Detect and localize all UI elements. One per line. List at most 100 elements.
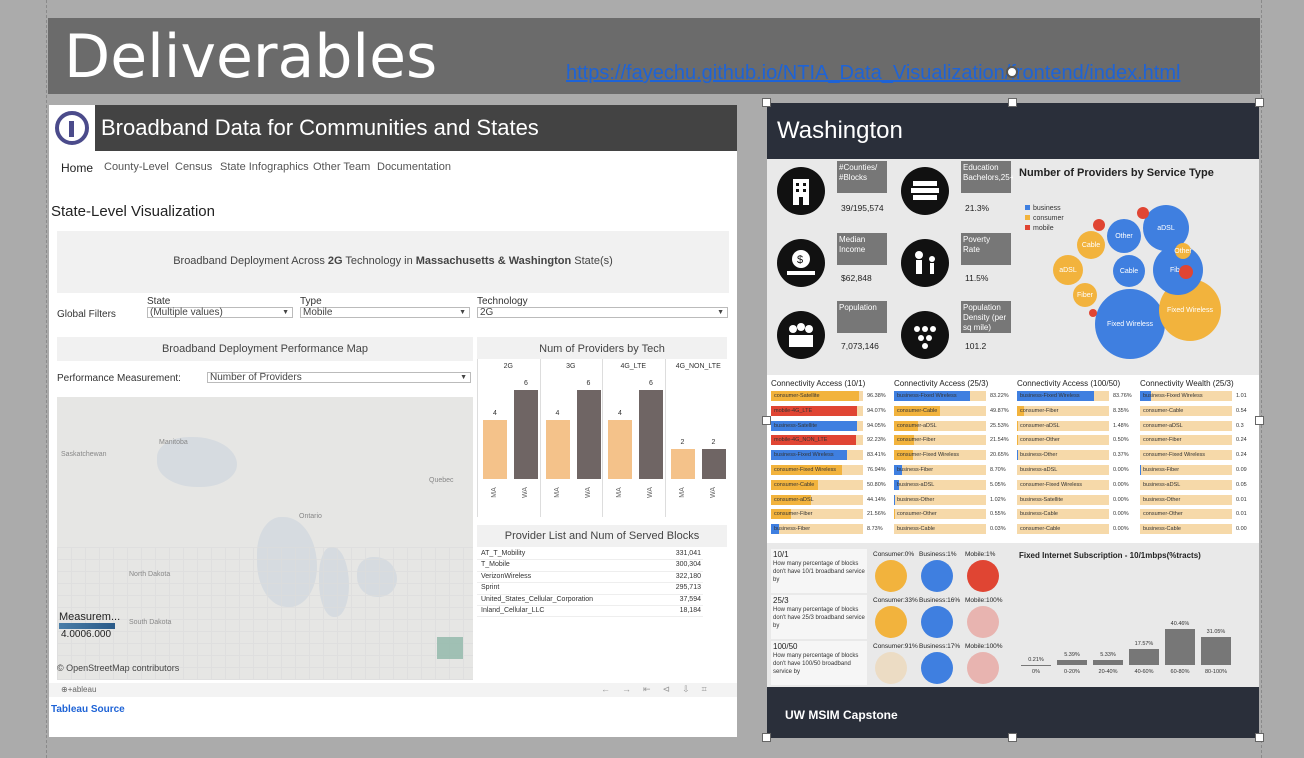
bubble-business-cable[interactable]: Cable xyxy=(1113,255,1145,287)
bubble-mobile-b[interactable] xyxy=(1137,207,1149,219)
connectivity-row[interactable]: consumer-Fiber 21.56% xyxy=(771,509,889,520)
nav-state-infographics[interactable]: State Infographics xyxy=(220,161,309,173)
connectivity-row[interactable]: mobile-4G_NON_LTE 92.23% xyxy=(771,435,889,446)
bar-4G_LTE-WA[interactable] xyxy=(639,389,663,479)
connectivity-row[interactable]: consumer-aDSL 0.3 xyxy=(1140,420,1258,431)
bubble-mobile-c[interactable] xyxy=(1179,265,1193,279)
connectivity-label: consumer-Cable xyxy=(897,407,938,414)
bubble-consumer-fiber[interactable]: Fiber xyxy=(1073,283,1097,307)
percentage-circle[interactable] xyxy=(921,652,953,684)
connectivity-row[interactable]: consumer-Cable 0.00% xyxy=(1017,524,1135,535)
connectivity-row[interactable]: consumer-Cable 50.80% xyxy=(771,479,889,490)
washington-infographic[interactable]: Washington $ #Counties/ #Blocks 39/195,5… xyxy=(767,103,1259,738)
bubble-business-fixed-wireless[interactable]: Fixed Wireless xyxy=(1095,289,1165,359)
connectivity-row[interactable]: business-Cable 0.03% xyxy=(894,524,1012,535)
connectivity-row[interactable]: consumer-Other 0.55% xyxy=(894,509,1012,520)
connectivity-row[interactable]: business-Cable 0.00% xyxy=(1017,509,1135,520)
bar-3G-WA[interactable] xyxy=(576,389,601,479)
connectivity-row[interactable]: consumer-Fixed Wireless 20.65% xyxy=(894,450,1012,461)
resize-handle-tl[interactable] xyxy=(762,98,771,107)
connectivity-row[interactable]: mobile-4G_LTE 94.07% xyxy=(771,405,889,416)
percentage-circle[interactable] xyxy=(921,560,953,592)
bar-4G_NON_LTE-MA[interactable] xyxy=(670,449,695,479)
resize-handle-l[interactable] xyxy=(762,416,771,425)
connectivity-row[interactable]: consumer-Fiber 0.24 xyxy=(1140,435,1258,446)
connectivity-row[interactable]: consumer-Satellite 96.38% xyxy=(771,391,889,401)
connectivity-row[interactable]: business-Other 1.02% xyxy=(894,494,1012,505)
connectivity-row[interactable]: business-Fixed Wireless 1.01 xyxy=(1140,391,1258,401)
building-icon xyxy=(777,167,825,215)
bubble-consumer-other[interactable]: Other xyxy=(1174,243,1192,259)
connectivity-row[interactable]: business-aDSL 0.00% xyxy=(1017,465,1135,475)
type-filter-select[interactable]: Mobile ▼ xyxy=(300,307,470,318)
bubble-business-other[interactable]: Other xyxy=(1107,219,1141,253)
subscription-bar[interactable] xyxy=(1057,660,1087,665)
connectivity-row[interactable]: business-Satellite 0.00% xyxy=(1017,494,1135,505)
connectivity-row[interactable]: business-Cable 0.00 xyxy=(1140,524,1258,535)
state-filter-select[interactable]: (Multiple values) ▼ xyxy=(147,307,293,318)
subscription-bar[interactable] xyxy=(1129,649,1159,665)
connectivity-row[interactable]: business-Fiber 0.09 xyxy=(1140,465,1258,475)
connectivity-row[interactable]: business-Satellite 94.05% xyxy=(771,420,889,431)
perf-measure-select[interactable]: Number of Providers ▼ xyxy=(207,372,471,383)
connectivity-row[interactable]: business-Fixed Wireless 83.41% xyxy=(771,450,889,461)
connectivity-row[interactable]: business-Fixed Wireless 83.22% xyxy=(894,391,1012,401)
nav-county-level[interactable]: County-Level xyxy=(104,161,169,173)
percentage-circle[interactable] xyxy=(921,606,953,638)
connectivity-row[interactable]: consumer-aDSL 1.48% xyxy=(1017,420,1135,431)
connectivity-row[interactable]: business-aDSL 0.05 xyxy=(1140,479,1258,490)
subscription-bar[interactable] xyxy=(1165,629,1195,665)
connectivity-row[interactable]: consumer-Other 0.50% xyxy=(1017,435,1135,446)
nav-home[interactable]: Home xyxy=(61,161,94,175)
connectivity-row[interactable]: consumer-Fixed Wireless 0.00% xyxy=(1017,479,1135,490)
percentage-circle[interactable] xyxy=(875,606,907,638)
resize-handle-bl[interactable] xyxy=(762,733,771,742)
rotate-handle-icon[interactable] xyxy=(1006,66,1018,78)
project-url-link[interactable]: https://fayechu.github.io/NTIA_Data_Visu… xyxy=(566,62,1181,84)
percentage-circle[interactable] xyxy=(875,560,907,592)
percentage-circle[interactable] xyxy=(967,560,999,592)
nav-documentation[interactable]: Documentation xyxy=(377,161,451,173)
bar-2G-MA[interactable] xyxy=(483,419,507,479)
tableau-toolbar-icons[interactable]: ←→⇤⊲⇩⌗ xyxy=(601,684,719,694)
bubble-mobile-a[interactable] xyxy=(1093,219,1105,231)
percentage-circle[interactable] xyxy=(967,652,999,684)
bubble-mobile-d[interactable] xyxy=(1089,309,1097,317)
connectivity-row[interactable]: business-aDSL 5.05% xyxy=(894,479,1012,490)
bubble-consumer-adsl[interactable]: aDSL xyxy=(1053,255,1083,285)
bar-4G_LTE-MA[interactable] xyxy=(608,419,632,479)
connectivity-row[interactable]: consumer-aDSL 44.14% xyxy=(771,494,889,505)
connectivity-row[interactable]: consumer-Fiber 8.35% xyxy=(1017,405,1135,416)
subscription-bar[interactable] xyxy=(1093,660,1123,665)
resize-handle-b[interactable] xyxy=(1008,733,1017,742)
connectivity-row[interactable]: business-Other 0.37% xyxy=(1017,450,1135,461)
nav-census[interactable]: Census xyxy=(175,161,213,173)
tableau-source-link[interactable]: Tableau Source xyxy=(51,704,125,715)
connectivity-row[interactable]: consumer-Fiber 21.54% xyxy=(894,435,1012,446)
connectivity-row[interactable]: consumer-Fixed Wireless 76.94% xyxy=(771,465,889,475)
percentage-circle[interactable] xyxy=(875,652,907,684)
connectivity-row[interactable]: business-Fixed Wireless 83.76% xyxy=(1017,391,1135,401)
resize-handle-r[interactable] xyxy=(1255,416,1264,425)
map-credit: © OpenStreetMap contributors xyxy=(57,663,180,673)
connectivity-row[interactable]: business-Other 0.01 xyxy=(1140,494,1258,505)
connectivity-row[interactable]: business-Fiber 8.73% xyxy=(771,524,889,535)
connectivity-row[interactable]: consumer-aDSL 25.53% xyxy=(894,420,1012,431)
nav-other-team[interactable]: Other Team xyxy=(313,161,371,173)
connectivity-row[interactable]: consumer-Cable 49.87% xyxy=(894,405,1012,416)
connectivity-row[interactable]: consumer-Cable 0.54 xyxy=(1140,405,1258,416)
deployment-map[interactable]: Saskatchewan Manitoba Ontario Quebec Nor… xyxy=(57,397,473,680)
resize-handle-tr[interactable] xyxy=(1255,98,1264,107)
subscription-bar[interactable] xyxy=(1201,637,1231,665)
connectivity-row[interactable]: consumer-Fixed Wireless 0.24 xyxy=(1140,450,1258,461)
percentage-circle[interactable] xyxy=(967,606,999,638)
bar-3G-MA[interactable] xyxy=(545,419,570,479)
resize-handle-t[interactable] xyxy=(1008,98,1017,107)
technology-filter-select[interactable]: 2G ▼ xyxy=(477,307,728,318)
bubble-consumer-cable[interactable]: Cable xyxy=(1077,231,1105,259)
resize-handle-br[interactable] xyxy=(1255,733,1264,742)
bar-2G-WA[interactable] xyxy=(514,389,538,479)
connectivity-row[interactable]: business-Fiber 8.70% xyxy=(894,465,1012,475)
bar-4G_NON_LTE-WA[interactable] xyxy=(701,449,726,479)
connectivity-row[interactable]: consumer-Other 0.01 xyxy=(1140,509,1258,520)
